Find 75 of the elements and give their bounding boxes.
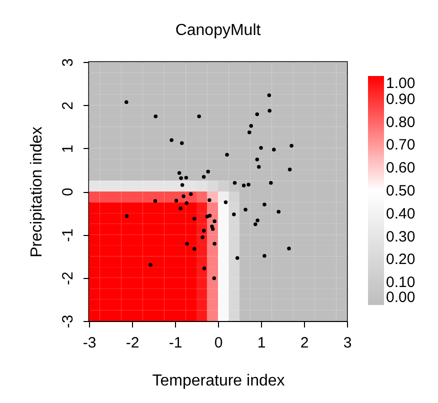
point bbox=[153, 199, 158, 203]
point bbox=[272, 148, 276, 152]
point bbox=[256, 165, 261, 169]
point bbox=[206, 170, 210, 174]
color-bar-label: 0.70 bbox=[386, 136, 416, 154]
y-axis-title: Precipitation index bbox=[28, 126, 46, 258]
point bbox=[177, 171, 182, 175]
x-tick-label: 1 bbox=[257, 334, 266, 352]
point bbox=[290, 144, 294, 148]
x-axis-title: Temperature index bbox=[152, 372, 285, 390]
point bbox=[184, 201, 188, 206]
point bbox=[232, 212, 236, 216]
point bbox=[254, 222, 258, 226]
point bbox=[212, 242, 216, 246]
point bbox=[287, 246, 291, 250]
y-tick-label: 0 bbox=[60, 188, 76, 196]
point bbox=[224, 200, 228, 204]
x-tick-label: 3 bbox=[343, 334, 352, 352]
y-tick-label: -1 bbox=[60, 228, 76, 242]
y-tick-label: -3 bbox=[60, 314, 76, 328]
point bbox=[248, 130, 252, 134]
point bbox=[197, 114, 201, 118]
x-tick-label: 0 bbox=[214, 334, 223, 352]
x-tick-label: -3 bbox=[82, 334, 96, 352]
point bbox=[185, 242, 189, 246]
color-bar-label: 0.40 bbox=[386, 205, 416, 222]
y-tick-label: -2 bbox=[60, 272, 76, 286]
point bbox=[154, 114, 158, 118]
point bbox=[288, 168, 292, 172]
point bbox=[269, 181, 273, 185]
point bbox=[202, 266, 206, 270]
point bbox=[148, 263, 152, 267]
point bbox=[267, 93, 272, 98]
point bbox=[262, 202, 266, 206]
point bbox=[179, 176, 183, 180]
color-bar-label: 0.30 bbox=[386, 228, 416, 246]
y-tick-label: 3 bbox=[60, 58, 76, 67]
point bbox=[276, 210, 280, 214]
color-bar-label: 0.20 bbox=[386, 251, 416, 268]
point bbox=[192, 216, 196, 221]
x-tick-label: -2 bbox=[126, 334, 140, 352]
point bbox=[174, 198, 178, 202]
chart-title: CanopyMult bbox=[175, 22, 262, 39]
point bbox=[208, 214, 212, 218]
point bbox=[255, 158, 259, 162]
point bbox=[249, 124, 253, 128]
point bbox=[189, 192, 193, 196]
color-bar-label: 0.80 bbox=[386, 114, 416, 131]
y-tick-label: 2 bbox=[60, 101, 76, 110]
point bbox=[184, 176, 188, 180]
point bbox=[246, 182, 250, 186]
point bbox=[225, 152, 229, 157]
point bbox=[232, 181, 237, 185]
point bbox=[208, 198, 212, 202]
color-bar-label: 0.90 bbox=[386, 90, 416, 108]
color-bar-label: 0.10 bbox=[386, 274, 416, 292]
point bbox=[192, 247, 196, 251]
point bbox=[259, 146, 263, 150]
point bbox=[255, 112, 259, 116]
y-tick-label: 1 bbox=[60, 144, 76, 154]
color-bar-label: 1.00 bbox=[386, 75, 416, 92]
point bbox=[268, 108, 272, 113]
color-bar-label: 0.00 bbox=[386, 289, 416, 306]
x-tick-label: 2 bbox=[300, 334, 309, 352]
point bbox=[235, 256, 240, 260]
point bbox=[212, 219, 216, 224]
x-tick-label: -1 bbox=[168, 334, 182, 352]
point bbox=[182, 194, 186, 198]
point bbox=[212, 276, 216, 280]
point bbox=[200, 235, 204, 240]
color-bar-label: 0.50 bbox=[386, 182, 416, 200]
color-bar-label: 0.60 bbox=[386, 160, 416, 177]
point bbox=[262, 254, 266, 258]
point bbox=[124, 214, 129, 218]
point bbox=[170, 138, 174, 142]
